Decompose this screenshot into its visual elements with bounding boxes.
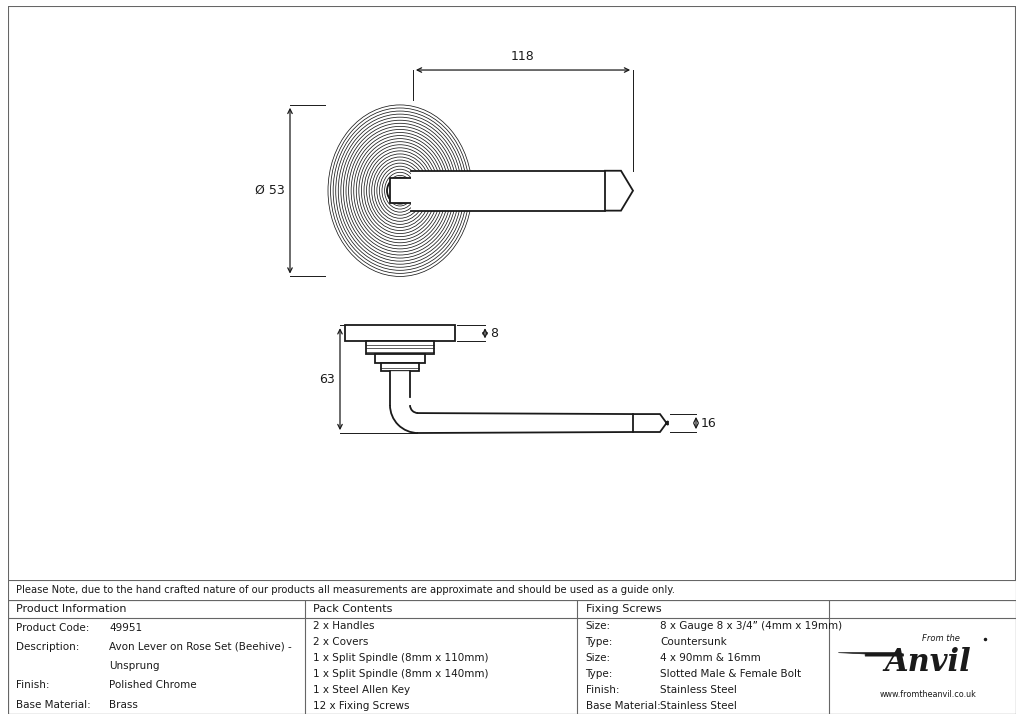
Text: Pack Contents: Pack Contents [313, 604, 393, 614]
Text: 12 x Fixing Screws: 12 x Fixing Screws [313, 701, 410, 711]
Text: Brass: Brass [109, 700, 138, 710]
Text: Please Note, due to the hand crafted nature of our products all measurements are: Please Note, due to the hand crafted nat… [16, 585, 675, 595]
Text: Product Information: Product Information [16, 604, 127, 614]
Polygon shape [633, 414, 668, 432]
Text: 38: 38 [427, 184, 442, 197]
Text: Type:: Type: [586, 669, 613, 679]
Text: Size:: Size: [586, 621, 610, 631]
Text: Ø 53: Ø 53 [255, 184, 285, 197]
Text: 49951: 49951 [109, 623, 142, 633]
Text: Anvil: Anvil [885, 647, 971, 678]
Text: 2 x Covers: 2 x Covers [313, 637, 369, 647]
Text: Avon Lever on Rose Set (Beehive) -: Avon Lever on Rose Set (Beehive) - [109, 642, 292, 652]
Polygon shape [390, 372, 633, 433]
Text: www.fromtheanvil.co.uk: www.fromtheanvil.co.uk [880, 690, 976, 699]
Text: Stainless Steel: Stainless Steel [660, 685, 737, 696]
Text: 8: 8 [490, 327, 498, 340]
Polygon shape [605, 171, 633, 211]
Text: Description:: Description: [16, 642, 80, 652]
Text: Slotted Male & Female Bolt: Slotted Male & Female Bolt [660, 669, 801, 679]
Text: Polished Chrome: Polished Chrome [109, 680, 197, 690]
Text: Fixing Screws: Fixing Screws [586, 604, 662, 614]
Bar [366, 341, 434, 354]
Text: 1 x Split Spindle (8mm x 110mm): 1 x Split Spindle (8mm x 110mm) [313, 653, 489, 663]
Text: 1 x Steel Allen Key: 1 x Steel Allen Key [313, 685, 411, 696]
Text: Size:: Size: [586, 653, 610, 663]
Bar [375, 354, 425, 363]
Bar [381, 363, 419, 372]
Text: 2 x Handles: 2 x Handles [313, 621, 375, 631]
Text: Product Code:: Product Code: [16, 623, 90, 633]
Text: Countersunk: Countersunk [660, 637, 727, 647]
Text: From the: From the [922, 634, 959, 644]
Text: Base Material:: Base Material: [586, 701, 660, 711]
Text: Stainless Steel: Stainless Steel [660, 701, 737, 711]
Text: 8 x Gauge 8 x 3/4” (4mm x 19mm): 8 x Gauge 8 x 3/4” (4mm x 19mm) [660, 621, 843, 631]
Text: Type:: Type: [586, 637, 613, 647]
Text: Finish:: Finish: [16, 680, 50, 690]
Text: 4 x 90mm & 16mm: 4 x 90mm & 16mm [660, 653, 761, 663]
Text: Base Material:: Base Material: [16, 700, 91, 710]
Text: Unsprung: Unsprung [109, 661, 160, 671]
Polygon shape [411, 171, 605, 211]
Text: 16: 16 [701, 417, 717, 430]
Text: 1 x Split Spindle (8mm x 140mm): 1 x Split Spindle (8mm x 140mm) [313, 669, 489, 679]
Text: Finish:: Finish: [586, 685, 620, 696]
Text: 118: 118 [511, 50, 535, 63]
Text: 63: 63 [319, 373, 335, 386]
Circle shape [387, 178, 413, 204]
Polygon shape [839, 652, 903, 656]
Bar [390, 179, 418, 203]
Bar [345, 325, 455, 341]
